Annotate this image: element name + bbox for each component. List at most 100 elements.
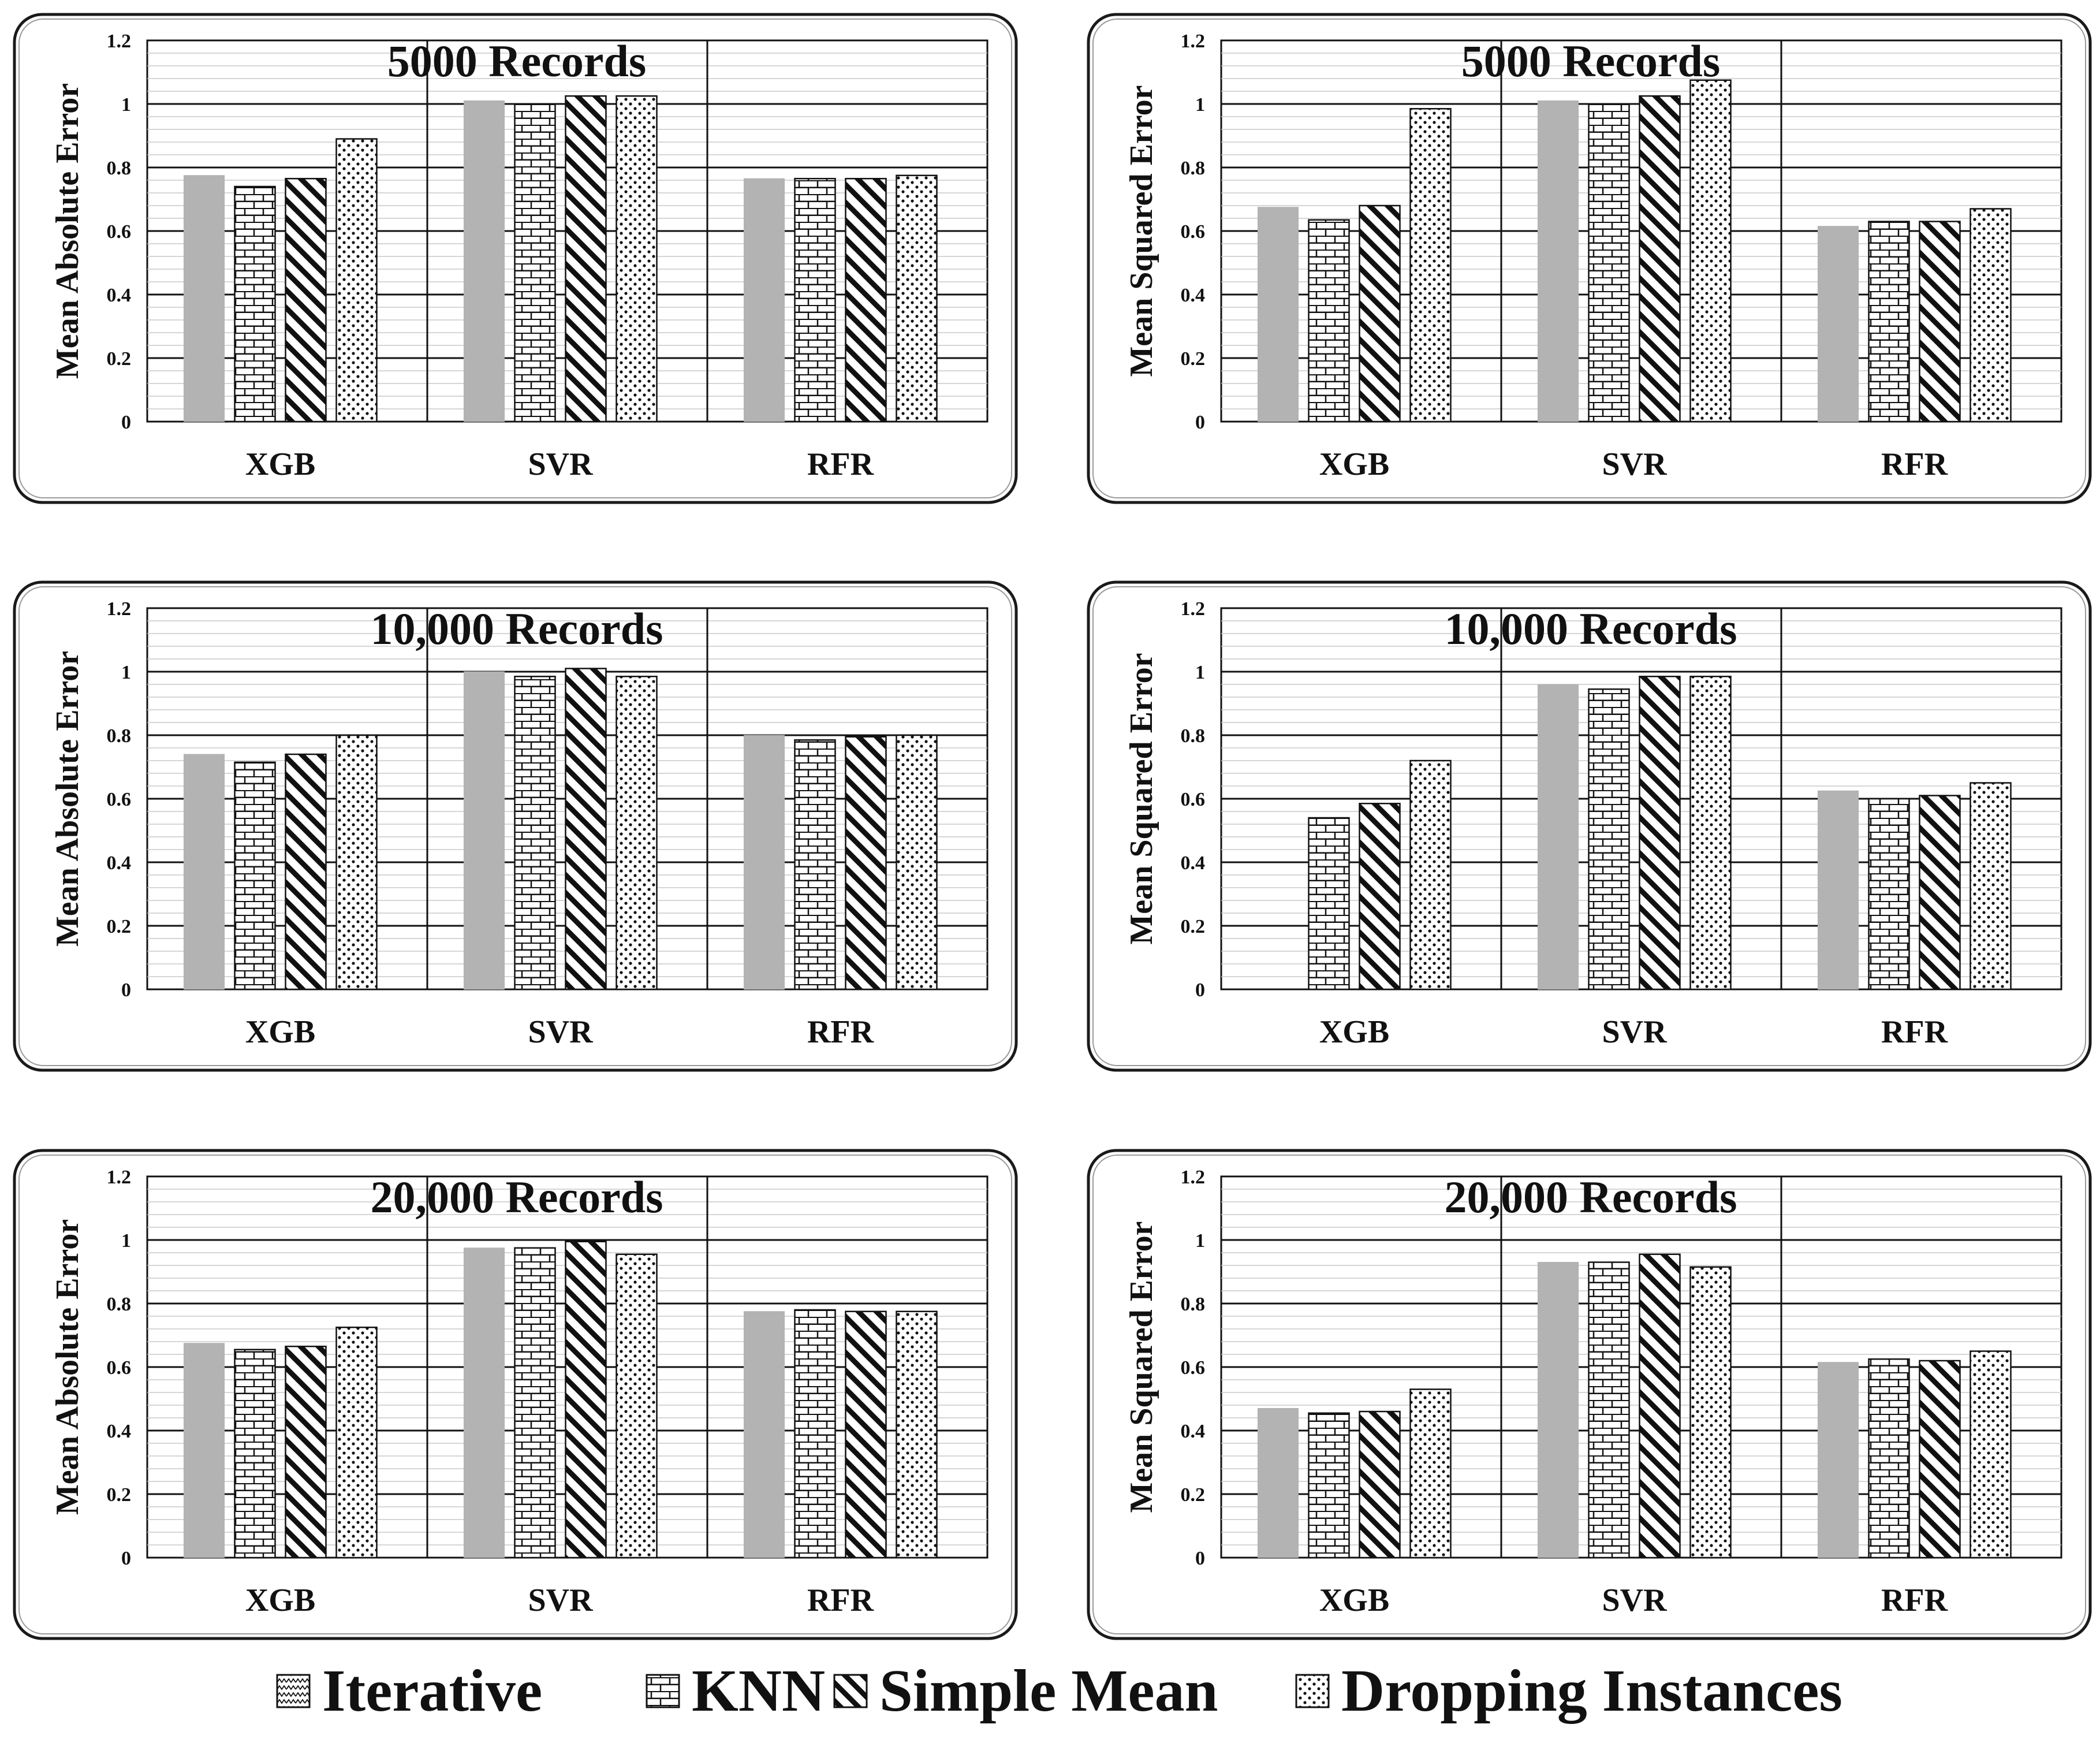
x-tick-label-svr: SVR xyxy=(1602,1014,1667,1050)
y-tick-label: 0.6 xyxy=(107,1357,132,1379)
y-tick-label: 0.8 xyxy=(1181,1294,1206,1315)
bar-iterative-svr xyxy=(464,100,505,422)
chart-title: 5000 Records xyxy=(1461,36,1720,86)
y-tick-label: 1.2 xyxy=(107,1167,132,1188)
chart-panel: 0 0.2 0.4 0.6 0.8 1 1.2 XGB SVR RFR 5000 Records Me… xyxy=(13,13,1018,504)
x-tick-label-svr: SVR xyxy=(1602,1582,1667,1618)
y-tick-label: 0.2 xyxy=(1181,1484,1206,1506)
y-tick-label: 0.4 xyxy=(107,852,132,874)
bar-dropping-instances-svr xyxy=(1689,1266,1732,1559)
bar-knn-rfr xyxy=(1868,1358,1910,1559)
x-tick-label-svr: SVR xyxy=(528,1582,593,1618)
bar-simple-mean-svr xyxy=(565,668,607,990)
panel-frame-inner xyxy=(1092,1155,2086,1634)
bar-iterative-xgb xyxy=(184,754,225,990)
bar-dropping-instances-svr xyxy=(1689,79,1732,423)
bar-simple-mean-svr xyxy=(1639,676,1681,990)
y-tick-label: 1 xyxy=(1195,1230,1205,1252)
bar-dropping-instances-rfr xyxy=(1970,1350,2012,1559)
y-tick-label: 0.4 xyxy=(1181,1421,1206,1442)
bar-dropping-instances-rfr xyxy=(896,1310,938,1559)
zigzag-icon xyxy=(276,1674,311,1708)
x-tick-label-xgb: XGB xyxy=(245,1582,315,1618)
bar-knn-rfr xyxy=(1868,221,1910,423)
panel-frame-inner xyxy=(18,586,1012,1066)
y-tick-label: 0.8 xyxy=(1181,725,1206,747)
x-tick-label-xgb: XGB xyxy=(245,1014,315,1050)
y-tick-label: 0.8 xyxy=(1181,158,1206,179)
x-tick-label-rfr: RFR xyxy=(807,1582,874,1618)
x-tick-label-svr: SVR xyxy=(528,446,593,482)
bar-knn-xgb xyxy=(234,761,276,990)
bar-simple-mean-xgb xyxy=(1359,803,1401,990)
bar-iterative-svr xyxy=(464,671,505,990)
y-tick-label: 0.8 xyxy=(107,725,132,747)
bar-knn-xgb xyxy=(1308,817,1350,990)
panel-frame-inner xyxy=(1092,586,2086,1066)
panel-frame-inner xyxy=(1092,18,2086,498)
x-tick-label-xgb: XGB xyxy=(245,446,315,482)
bar-knn-xgb xyxy=(234,1349,276,1559)
bar-dropping-instances-xgb xyxy=(335,138,378,423)
legend-item-iterative: Iterative xyxy=(276,1658,542,1724)
y-tick-label: 0 xyxy=(1195,1548,1205,1569)
y-tick-label: 0.6 xyxy=(1181,789,1206,810)
legend-label: KNN xyxy=(692,1658,825,1724)
bar-knn-rfr xyxy=(794,739,836,990)
y-tick-label: 0.4 xyxy=(1181,285,1206,306)
x-tick-label-rfr: RFR xyxy=(807,446,874,482)
bar-dropping-instances-rfr xyxy=(1970,208,2012,423)
y-axis-title: Mean Squared Error xyxy=(1124,1221,1159,1513)
bar-iterative-rfr xyxy=(1818,790,1859,990)
y-tick-label: 0 xyxy=(1195,980,1205,1001)
y-axis-title: Mean Squared Error xyxy=(1124,85,1159,377)
bar-iterative-xgb xyxy=(1258,207,1299,422)
bar-iterative-rfr xyxy=(1818,1362,1859,1558)
y-tick-label: 1.2 xyxy=(1181,1167,1206,1188)
bar-knn-xgb xyxy=(1308,219,1350,423)
bar-knn-svr xyxy=(1588,688,1630,990)
bar-iterative-xgb xyxy=(1258,1408,1299,1558)
bar-simple-mean-rfr xyxy=(1919,1360,1961,1559)
bar-iterative-svr xyxy=(464,1247,505,1558)
bar-knn-xgb xyxy=(1308,1412,1350,1559)
x-tick-label-rfr: RFR xyxy=(1881,446,1948,482)
bar-iterative-svr xyxy=(1538,684,1579,990)
chart-panel: 0 0.2 0.4 0.6 0.8 1 1.2 XGB SVR RFR 20,000 Records… xyxy=(1087,1149,2092,1640)
y-tick-label: 0.2 xyxy=(107,348,132,370)
legend: Iterative KNN Simple Mean Dropping Instance… xyxy=(276,1658,1842,1724)
bar-knn-rfr xyxy=(1868,798,1910,990)
y-tick-label: 0.8 xyxy=(107,1294,132,1315)
chart-title: 10,000 Records xyxy=(1445,604,1737,654)
y-tick-label: 0.4 xyxy=(107,285,132,306)
bar-dropping-instances-rfr xyxy=(896,734,938,990)
legend-item-knn: KNN xyxy=(646,1658,825,1724)
chart-panels: 0 0.2 0.4 0.6 0.8 1 1.2 XGB SVR RFR 5000 Records Me… xyxy=(13,13,2092,1640)
y-tick-label: 0.2 xyxy=(107,1484,132,1506)
bar-simple-mean-xgb xyxy=(285,178,327,423)
y-tick-label: 0.2 xyxy=(107,916,132,937)
bar-simple-mean-svr xyxy=(565,95,607,423)
y-tick-label: 0 xyxy=(121,412,131,433)
x-tick-label-xgb: XGB xyxy=(1319,1014,1389,1050)
y-axis-title: Mean Absolute Error xyxy=(50,83,85,379)
bar-simple-mean-rfr xyxy=(845,736,887,990)
bar-dropping-instances-rfr xyxy=(896,174,938,423)
bar-simple-mean-svr xyxy=(1639,95,1681,423)
bar-iterative-xgb xyxy=(184,1343,225,1558)
y-tick-label: 0.6 xyxy=(1181,1357,1206,1379)
bar-simple-mean-rfr xyxy=(1919,795,1961,990)
y-tick-label: 0 xyxy=(121,1548,131,1569)
chart-title: 5000 Records xyxy=(387,36,646,86)
y-tick-label: 1 xyxy=(1195,662,1205,683)
bar-iterative-svr xyxy=(1538,100,1579,422)
bar-iterative-xgb xyxy=(184,175,225,422)
bar-simple-mean-rfr xyxy=(845,1310,887,1559)
y-tick-label: 0.6 xyxy=(107,789,132,810)
bar-simple-mean-svr xyxy=(1639,1253,1681,1559)
y-tick-label: 0.2 xyxy=(1181,348,1206,370)
y-tick-label: 1.2 xyxy=(1181,31,1206,52)
x-tick-label-rfr: RFR xyxy=(1881,1582,1948,1618)
chart-title: 20,000 Records xyxy=(371,1172,663,1222)
y-tick-label: 0.6 xyxy=(107,221,132,243)
